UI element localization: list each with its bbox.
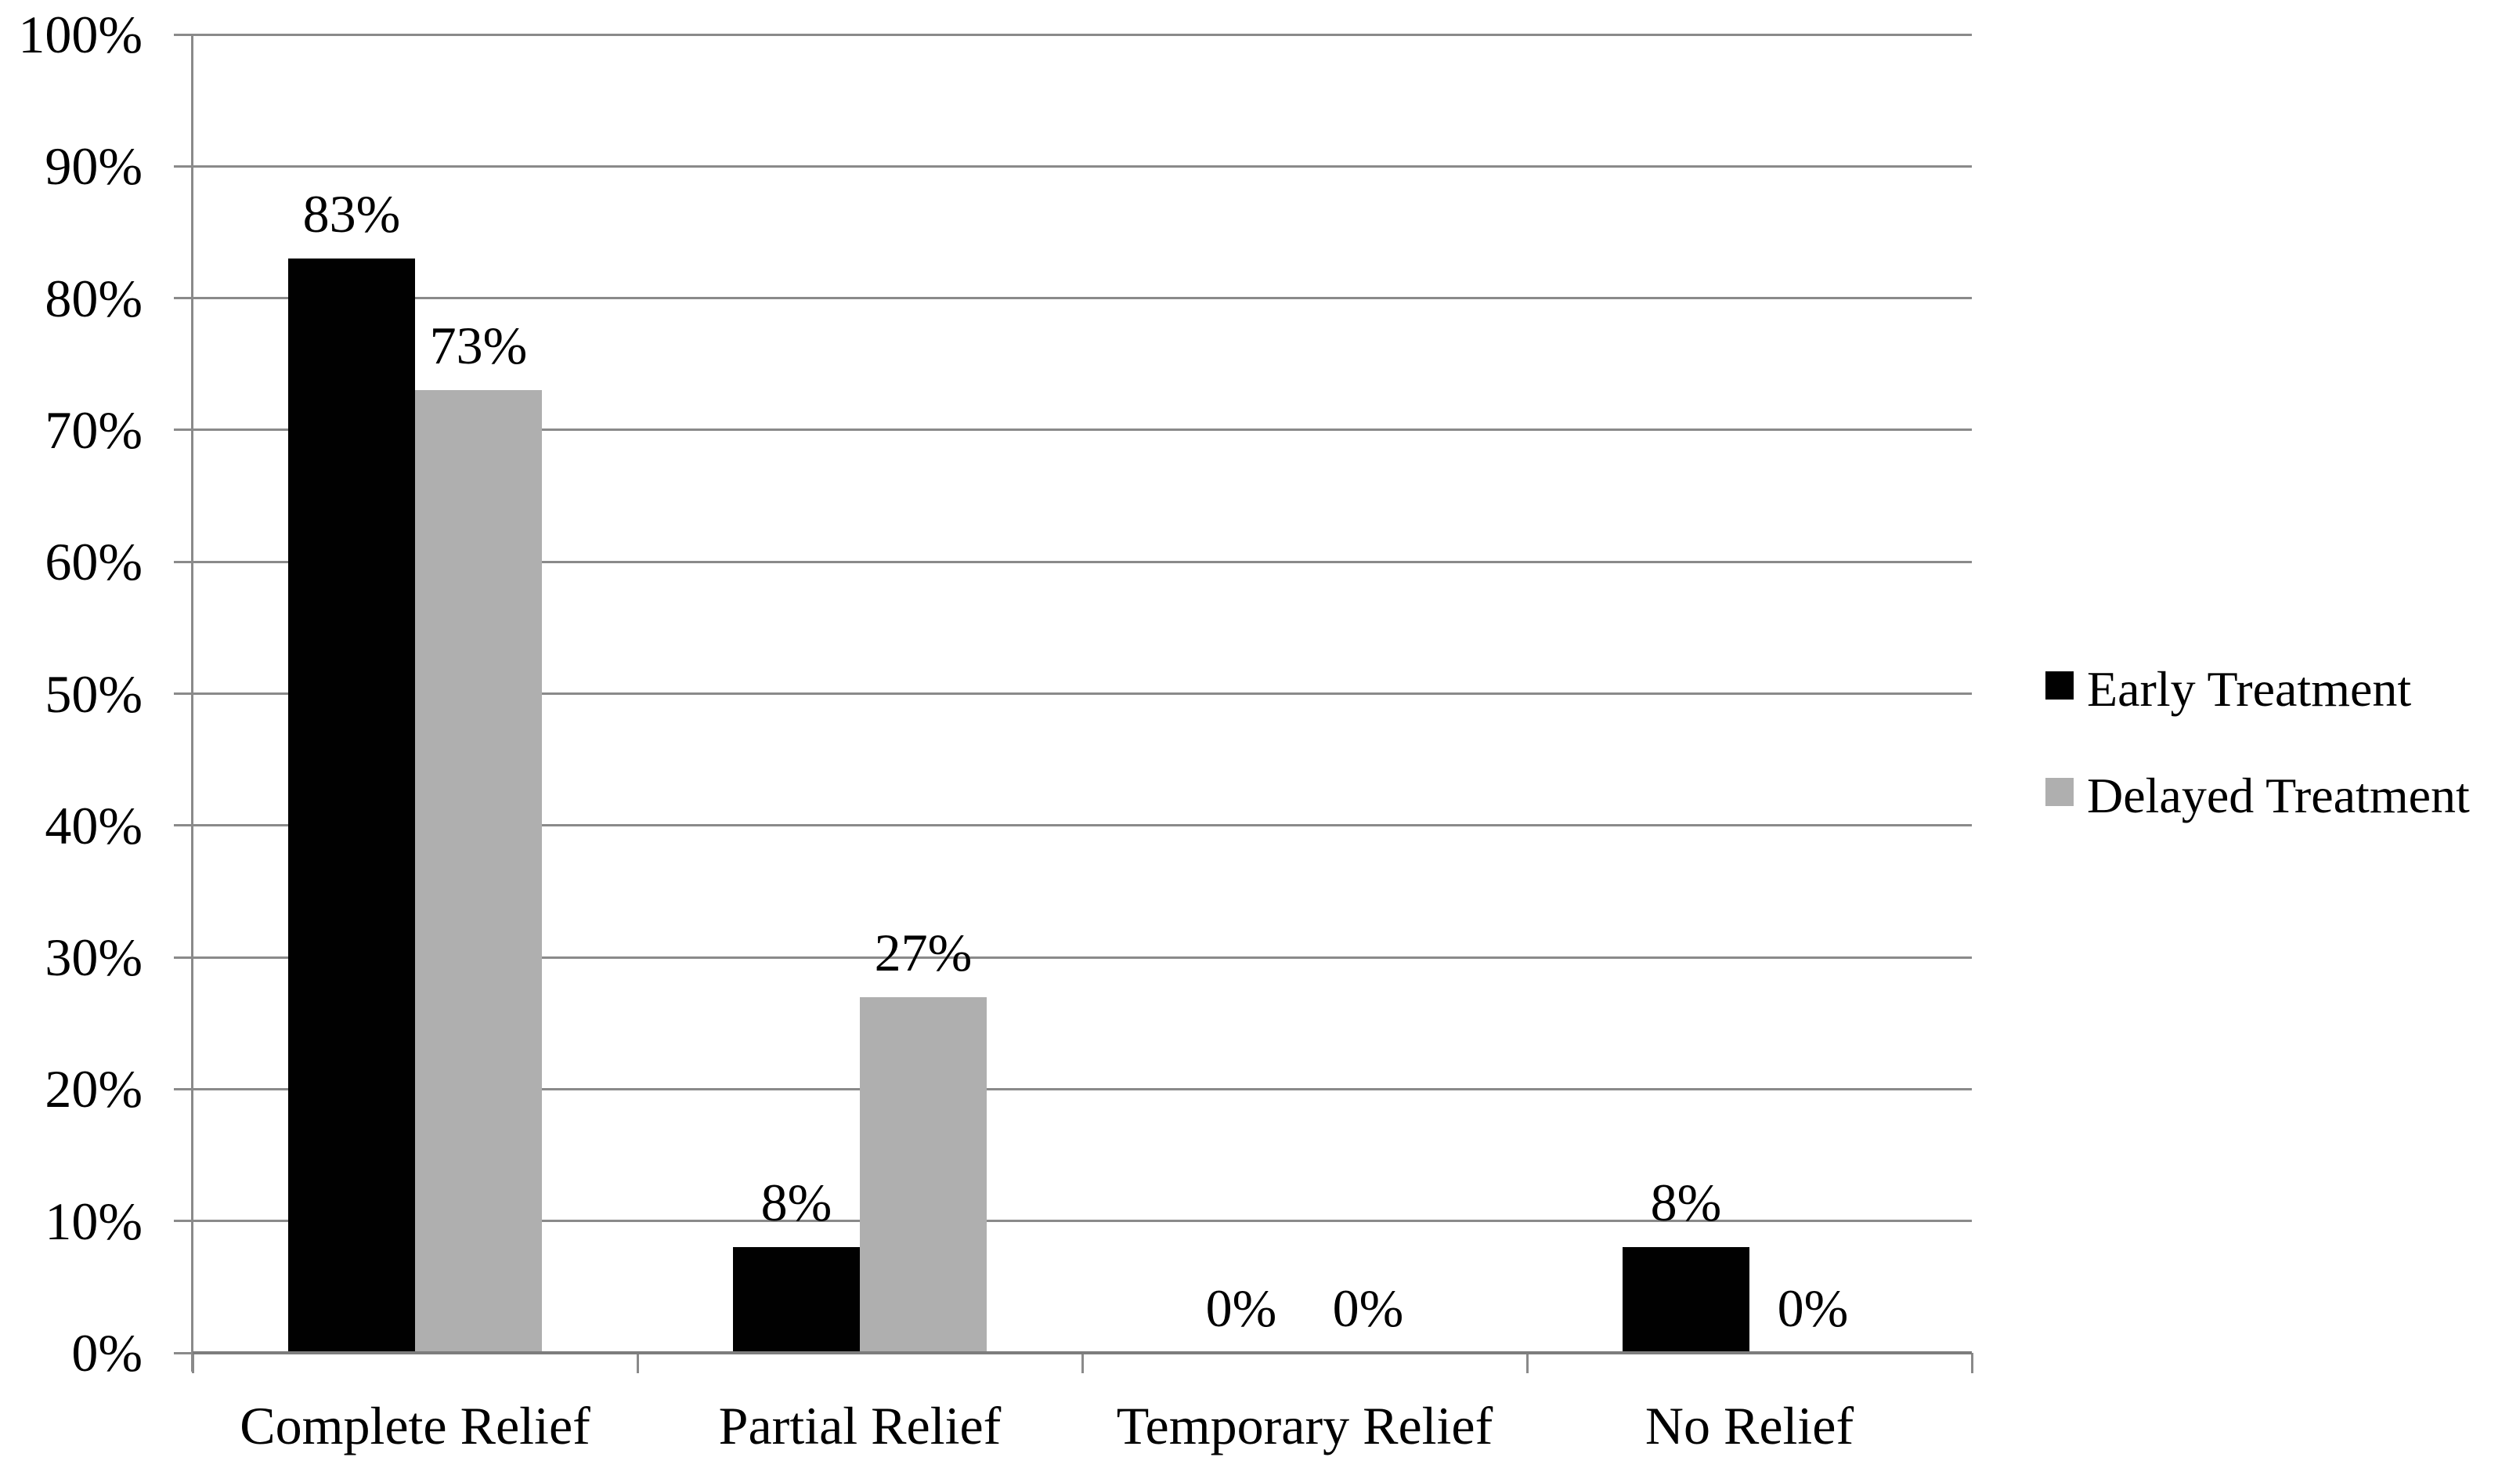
value-label-early-treatment-no-relief: 8%	[1650, 1173, 1722, 1233]
x-axis-tick	[1525, 1353, 1529, 1373]
y-gridline	[193, 165, 1972, 168]
y-gridline	[193, 33, 1972, 36]
x-axis-tick	[636, 1353, 639, 1373]
legend: Early Treatment Delayed Treatment	[2045, 661, 2470, 824]
legend-label-early-treatment: Early Treatment	[2087, 661, 2412, 717]
y-axis-label: 10%	[45, 1191, 143, 1251]
y-gridline	[193, 1087, 1972, 1090]
y-axis-label: 70%	[45, 400, 143, 460]
value-label-delayed-treatment-no-relief: 0%	[1777, 1278, 1849, 1338]
y-axis-label: 60%	[45, 532, 143, 592]
x-axis-tick	[191, 1353, 194, 1373]
bar-early-treatment-complete-relief	[288, 259, 415, 1353]
x-axis-tick	[1081, 1353, 1084, 1373]
value-label-early-treatment-complete-relief: 83%	[302, 184, 401, 244]
value-label-delayed-treatment-complete-relief: 73%	[429, 316, 528, 376]
y-axis-label: 50%	[45, 663, 143, 724]
y-gridline	[193, 824, 1972, 827]
y-axis-tick	[174, 297, 193, 300]
x-axis-label-temporary-relief: Temporary Relief	[1116, 1396, 1493, 1455]
y-gridline	[193, 297, 1972, 300]
y-axis-tick	[174, 1220, 193, 1223]
legend-item-early-treatment: Early Treatment	[2045, 661, 2470, 718]
legend-swatch-early-treatment-icon	[2045, 671, 2074, 700]
value-label-delayed-treatment-temporary-relief: 0%	[1332, 1278, 1404, 1338]
y-axis-tick	[174, 956, 193, 959]
legend-item-delayed-treatment: Delayed Treatment	[2045, 768, 2470, 824]
y-axis-tick	[174, 428, 193, 432]
x-axis-label-no-relief: No Relief	[1644, 1396, 1854, 1455]
bar-delayed-treatment-partial-relief	[860, 996, 987, 1353]
y-gridline	[193, 560, 1972, 563]
value-label-early-treatment-partial-relief: 8%	[760, 1173, 832, 1233]
y-axis-tick	[174, 165, 193, 168]
y-gridline	[193, 692, 1972, 695]
y-axis-label: 0%	[71, 1323, 143, 1383]
y-axis-label: 30%	[45, 927, 143, 988]
x-axis-tick	[1970, 1353, 1973, 1373]
x-axis-label-complete-relief: Complete Relief	[240, 1396, 590, 1455]
legend-label-delayed-treatment: Delayed Treatment	[2087, 768, 2470, 823]
value-label-delayed-treatment-partial-relief: 27%	[874, 922, 973, 982]
y-axis-label: 100%	[18, 5, 143, 64]
y-axis-label: 40%	[45, 795, 143, 855]
y-axis-line	[191, 34, 193, 1372]
y-axis-tick	[174, 1087, 193, 1090]
value-label-early-treatment-temporary-relief: 0%	[1205, 1278, 1277, 1338]
y-gridline	[193, 428, 1972, 432]
y-axis-label: 80%	[45, 268, 143, 328]
y-gridline	[193, 1220, 1972, 1223]
y-axis-label: 90%	[45, 136, 143, 197]
y-axis-tick	[174, 824, 193, 827]
y-axis-label: 20%	[45, 1059, 143, 1119]
legend-swatch-delayed-treatment-icon	[2045, 778, 2074, 806]
bar-delayed-treatment-complete-relief	[415, 390, 542, 1353]
y-axis-tick	[174, 560, 193, 563]
bar-early-treatment-partial-relief	[733, 1247, 860, 1353]
x-axis-line	[193, 1351, 1972, 1354]
y-axis-tick	[174, 692, 193, 695]
y-axis-tick	[174, 33, 193, 36]
bar-early-treatment-no-relief	[1623, 1247, 1749, 1353]
y-axis-tick	[174, 1351, 193, 1354]
y-gridline	[193, 956, 1972, 959]
x-axis-label-partial-relief: Partial Relief	[718, 1396, 1002, 1455]
